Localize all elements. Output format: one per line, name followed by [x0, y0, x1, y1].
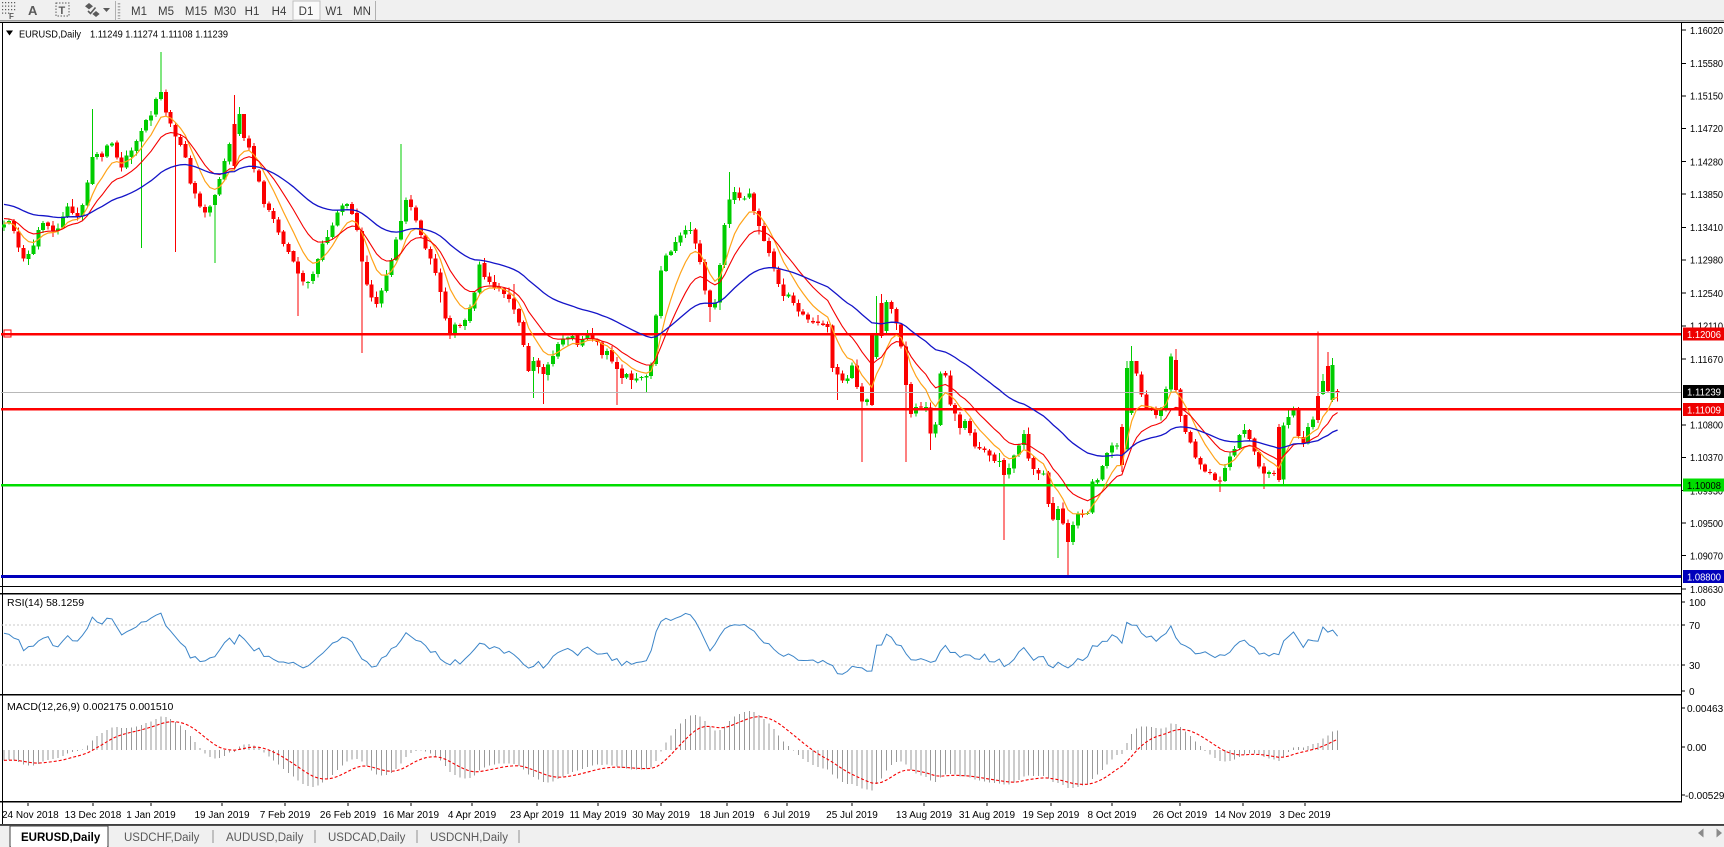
- svg-text:13 Aug 2019: 13 Aug 2019: [896, 810, 953, 821]
- svg-text:1.10370: 1.10370: [1690, 453, 1723, 464]
- svg-text:1.14280: 1.14280: [1690, 157, 1723, 168]
- svg-text:1.16020: 1.16020: [1690, 26, 1723, 37]
- svg-text:T: T: [59, 5, 66, 17]
- svg-text:1.12110: 1.12110: [1690, 322, 1723, 333]
- svg-text:H4: H4: [272, 6, 287, 18]
- svg-text:M15: M15: [185, 6, 207, 18]
- svg-text:6 Jul 2019: 6 Jul 2019: [764, 810, 811, 821]
- svg-text:M1: M1: [131, 6, 147, 18]
- svg-text:30: 30: [1689, 661, 1701, 672]
- svg-text:1.10800: 1.10800: [1690, 421, 1723, 432]
- svg-text:1.11670: 1.11670: [1690, 355, 1723, 366]
- svg-text:USDCNH,Daily: USDCNH,Daily: [430, 832, 508, 844]
- svg-text:3 Dec 2019: 3 Dec 2019: [1279, 810, 1331, 821]
- svg-text:MACD(12,26,9) 0.002175 0.00151: MACD(12,26,9) 0.002175 0.001510: [7, 701, 174, 713]
- svg-text:1.11249 1.11274 1.11108 1.1123: 1.11249 1.11274 1.11108 1.11239: [90, 29, 228, 41]
- svg-text:1.15150: 1.15150: [1690, 92, 1723, 103]
- svg-text:F: F: [9, 12, 14, 21]
- svg-text:14 Nov 2019: 14 Nov 2019: [1215, 810, 1272, 821]
- svg-text:USDCHF,Daily: USDCHF,Daily: [124, 832, 200, 844]
- svg-text:1.08800: 1.08800: [1687, 572, 1721, 583]
- svg-text:23 Apr 2019: 23 Apr 2019: [510, 810, 564, 821]
- svg-text:13 Dec 2018: 13 Dec 2018: [65, 810, 122, 821]
- svg-text:31 Aug 2019: 31 Aug 2019: [959, 810, 1016, 821]
- svg-text:1 Jan 2019: 1 Jan 2019: [126, 810, 176, 821]
- svg-text:1.13850: 1.13850: [1690, 190, 1723, 201]
- svg-text:26 Feb 2019: 26 Feb 2019: [320, 810, 377, 821]
- svg-text:1.14720: 1.14720: [1690, 124, 1723, 135]
- svg-text:24 Nov 2018: 24 Nov 2018: [2, 810, 59, 821]
- svg-text:EURUSD,Daily: EURUSD,Daily: [19, 29, 82, 41]
- svg-text:1.12540: 1.12540: [1690, 289, 1723, 300]
- svg-text:1.09500: 1.09500: [1690, 519, 1723, 530]
- svg-text:M30: M30: [214, 6, 236, 18]
- svg-text:A: A: [28, 3, 38, 18]
- svg-text:-0.00529: -0.00529: [1685, 791, 1724, 802]
- svg-text:1.11009: 1.11009: [1687, 405, 1721, 416]
- svg-text:16 Mar 2019: 16 Mar 2019: [383, 810, 440, 821]
- svg-text:0.00463: 0.00463: [1687, 704, 1724, 715]
- svg-text:11 May 2019: 11 May 2019: [569, 810, 627, 821]
- svg-text:8 Oct 2019: 8 Oct 2019: [1088, 810, 1137, 821]
- svg-text:1.09930: 1.09930: [1690, 486, 1723, 497]
- svg-text:D1: D1: [299, 6, 314, 18]
- svg-text:25 Jul 2019: 25 Jul 2019: [826, 810, 878, 821]
- svg-text:1.12980: 1.12980: [1690, 256, 1723, 267]
- svg-text:4 Apr 2019: 4 Apr 2019: [448, 810, 497, 821]
- svg-text:26 Oct 2019: 26 Oct 2019: [1153, 810, 1208, 821]
- svg-text:MN: MN: [353, 6, 371, 18]
- svg-text:RSI(14) 58.1259: RSI(14) 58.1259: [7, 597, 84, 609]
- svg-text:AUDUSD,Daily: AUDUSD,Daily: [226, 832, 304, 844]
- svg-text:7 Feb 2019: 7 Feb 2019: [260, 810, 311, 821]
- svg-text:W1: W1: [325, 6, 342, 18]
- svg-text:1.12006: 1.12006: [1687, 330, 1721, 341]
- svg-text:1.11239: 1.11239: [1687, 388, 1721, 399]
- svg-text:19 Sep 2019: 19 Sep 2019: [1023, 810, 1080, 821]
- svg-text:0: 0: [1689, 687, 1695, 698]
- svg-text:1.10008: 1.10008: [1687, 481, 1721, 492]
- svg-text:1.13410: 1.13410: [1690, 223, 1723, 234]
- svg-text:100: 100: [1689, 598, 1706, 609]
- svg-text:USDCAD,Daily: USDCAD,Daily: [328, 832, 406, 844]
- svg-text:70: 70: [1689, 621, 1701, 632]
- svg-text:19 Jan 2019: 19 Jan 2019: [194, 810, 249, 821]
- svg-text:1.09070: 1.09070: [1690, 552, 1723, 563]
- svg-text:1.08630: 1.08630: [1690, 585, 1723, 596]
- svg-text:1.15580: 1.15580: [1690, 59, 1723, 70]
- svg-text:H1: H1: [245, 6, 260, 18]
- svg-text:M5: M5: [158, 6, 174, 18]
- svg-text:EURUSD,Daily: EURUSD,Daily: [21, 832, 101, 844]
- svg-text:30 May 2019: 30 May 2019: [632, 810, 690, 821]
- svg-text:0.00: 0.00: [1687, 743, 1707, 754]
- svg-text:18 Jun 2019: 18 Jun 2019: [699, 810, 754, 821]
